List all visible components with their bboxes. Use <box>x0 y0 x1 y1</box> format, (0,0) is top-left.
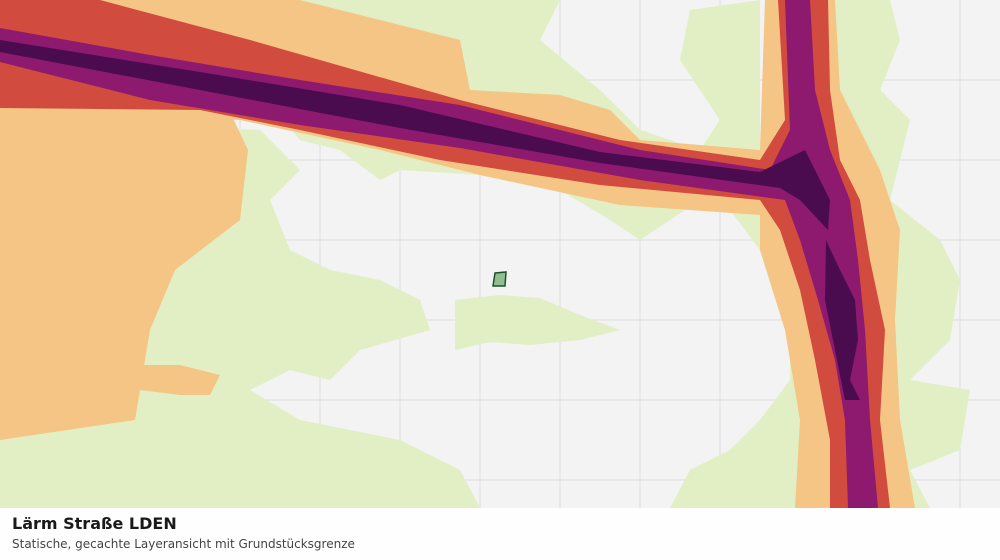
layer-subtitle: Statische, gecachte Layeransicht mit Gru… <box>12 537 355 551</box>
caption-panel <box>0 508 1000 560</box>
noise-area <box>0 105 248 440</box>
noise-area <box>455 295 620 350</box>
noise-zone-extreme <box>0 40 860 400</box>
noise-area <box>0 0 878 508</box>
noise-area <box>0 40 830 230</box>
noise-zone-very-high <box>0 0 878 508</box>
noise-area <box>135 365 220 395</box>
noise-area <box>825 240 860 400</box>
parcel-boundary[interactable] <box>492 271 507 287</box>
layer-title: Lärm Straße LDEN <box>12 514 177 533</box>
